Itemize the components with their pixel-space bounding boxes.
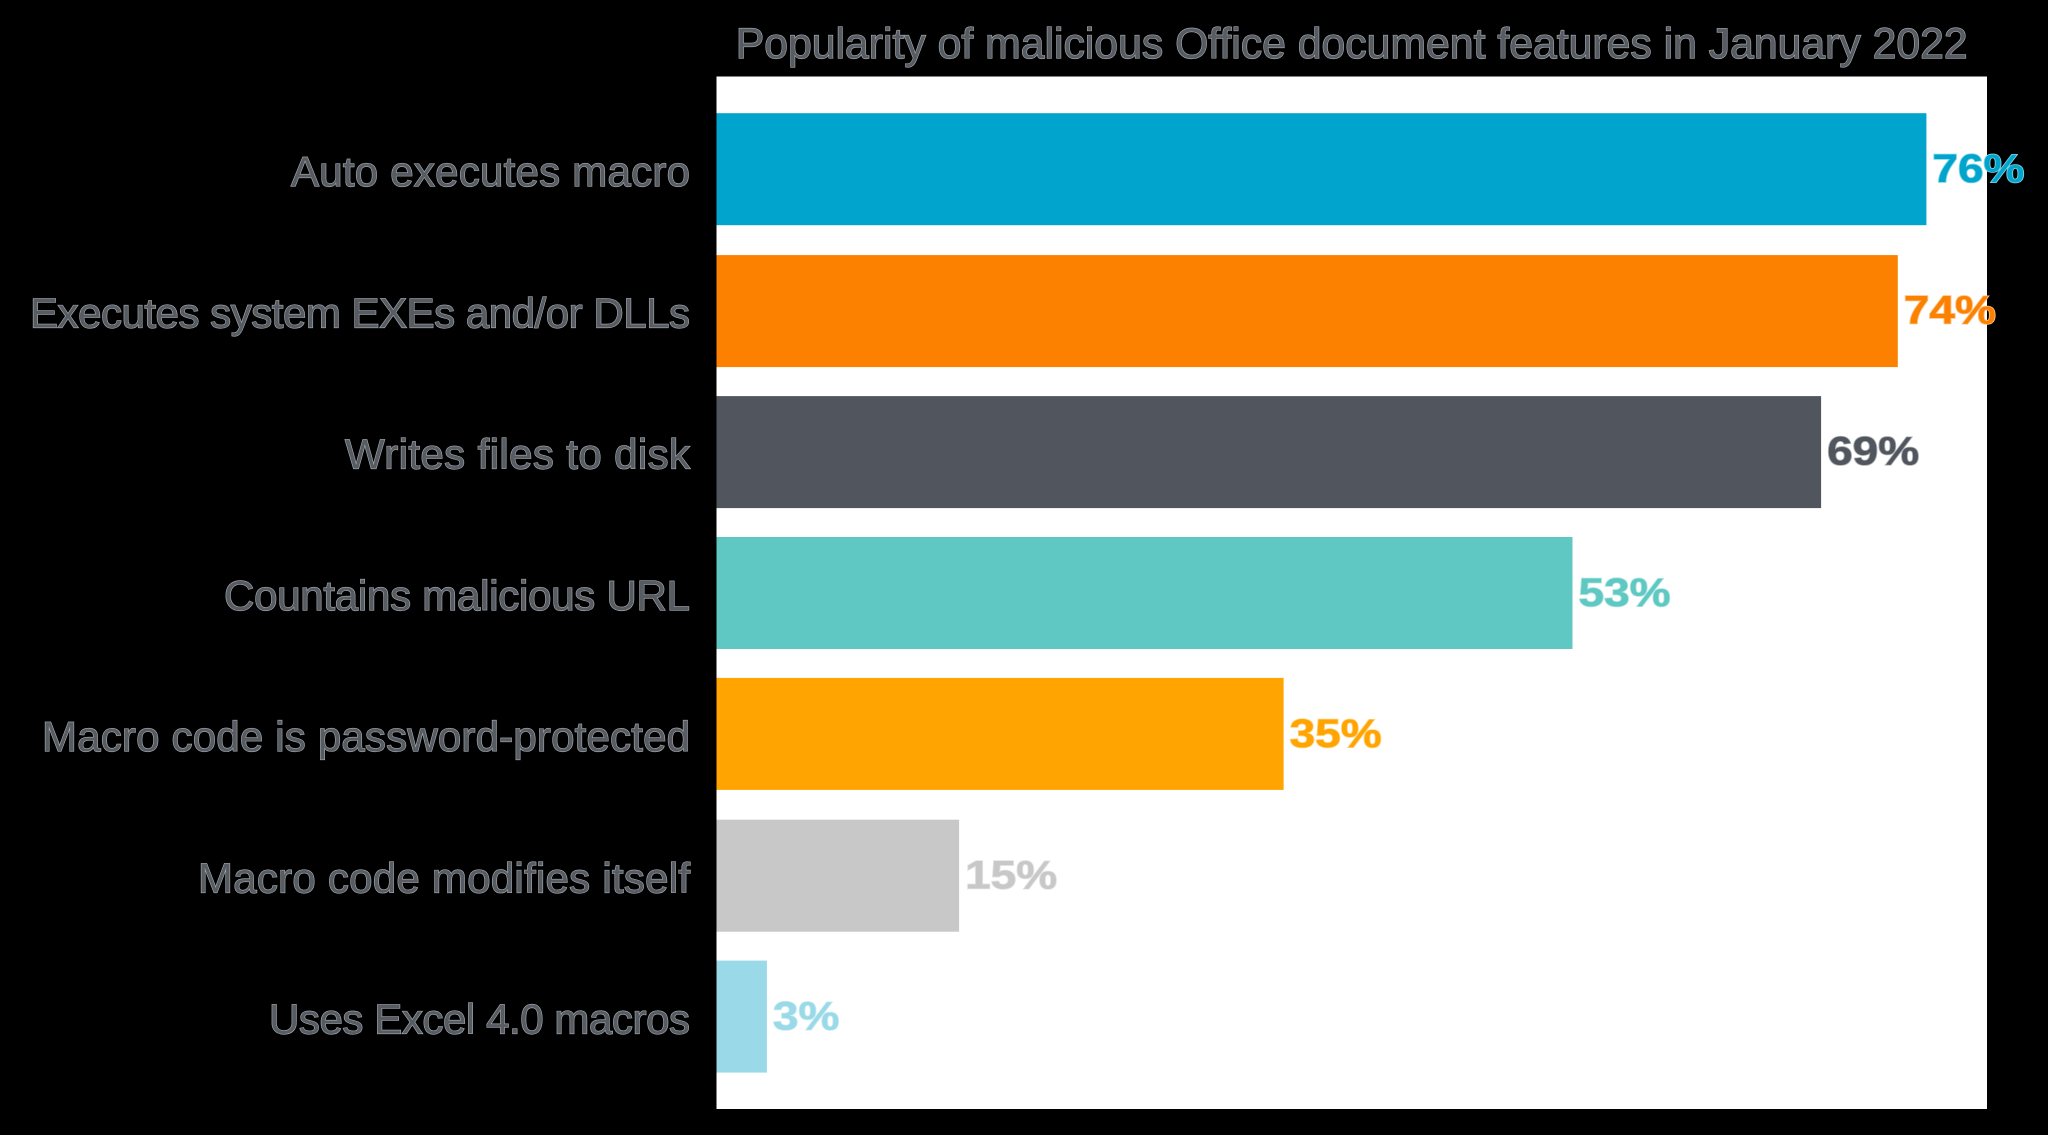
- svg-text:Auto executes macro: Auto executes macro: [291, 148, 690, 195]
- svg-text:Uses Excel 4.0 macros: Uses Excel 4.0 macros: [269, 996, 690, 1043]
- svg-text:15%: 15%: [965, 853, 1057, 898]
- svg-text:35%: 35%: [1290, 712, 1382, 757]
- svg-text:Writes files to disk: Writes files to disk: [345, 431, 691, 478]
- svg-text:53%: 53%: [1579, 571, 1671, 616]
- svg-text:74%: 74%: [1904, 288, 1996, 333]
- svg-text:Popularity of malicious Office: Popularity of malicious Office document …: [736, 20, 1968, 68]
- svg-text:69%: 69%: [1827, 429, 1919, 474]
- svg-text:Macro code is password-protect: Macro code is password-protected: [42, 713, 690, 760]
- svg-text:Macro code modifies itself: Macro code modifies itself: [198, 854, 690, 901]
- svg-text:76%: 76%: [1932, 147, 2024, 192]
- svg-text:3%: 3%: [773, 994, 839, 1039]
- svg-text:Countains malicious URL: Countains malicious URL: [224, 572, 690, 619]
- svg-text:Executes system EXEs and/or DL: Executes system EXEs and/or DLLs: [30, 289, 690, 336]
